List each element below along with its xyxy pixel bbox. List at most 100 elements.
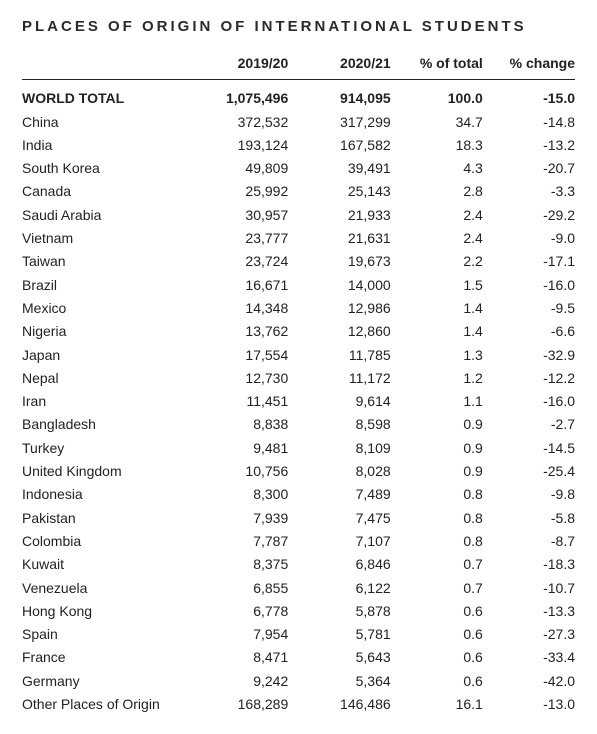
cell-y1: 193,124 <box>186 133 288 156</box>
cell-y1: 10,756 <box>186 460 288 483</box>
cell-chg: -32.9 <box>483 343 575 366</box>
cell-pct: 16.1 <box>391 693 483 716</box>
cell-y2: 9,614 <box>288 390 390 413</box>
cell-y2: 25,143 <box>288 180 390 203</box>
cell-name: Nigeria <box>22 320 186 343</box>
cell-name: Pakistan <box>22 506 186 529</box>
cell-name: Brazil <box>22 273 186 296</box>
table-row: Nigeria13,76212,8601.4-6.6 <box>22 320 575 343</box>
table-row: Venezuela6,8556,1220.7-10.7 <box>22 576 575 599</box>
cell-y2: 11,172 <box>288 366 390 389</box>
cell-y1: 7,954 <box>186 623 288 646</box>
cell-pct: 0.7 <box>391 553 483 576</box>
table-row: Indonesia8,3007,4890.8-9.8 <box>22 483 575 506</box>
cell-name: India <box>22 133 186 156</box>
cell-pct: 2.8 <box>391 180 483 203</box>
cell-name: Japan <box>22 343 186 366</box>
cell-chg: -13.2 <box>483 133 575 156</box>
cell-name: Colombia <box>22 529 186 552</box>
cell-name: Hong Kong <box>22 599 186 622</box>
cell-y1: 25,992 <box>186 180 288 203</box>
cell-chg: -9.8 <box>483 483 575 506</box>
cell-pct: 0.9 <box>391 460 483 483</box>
cell-y1: 16,671 <box>186 273 288 296</box>
cell-name: Germany <box>22 669 186 692</box>
cell-chg: -29.2 <box>483 203 575 226</box>
cell-pct: 1.1 <box>391 390 483 413</box>
cell-y2: 146,486 <box>288 693 390 716</box>
cell-y1: 49,809 <box>186 157 288 180</box>
cell-pct: 0.7 <box>391 576 483 599</box>
page-title: PLACES OF ORIGIN OF INTERNATIONAL STUDEN… <box>22 18 575 35</box>
cell-name: Mexico <box>22 296 186 319</box>
cell-pct: 0.9 <box>391 413 483 436</box>
cell-chg: -13.0 <box>483 693 575 716</box>
cell-pct: 0.9 <box>391 436 483 459</box>
cell-name: Iran <box>22 390 186 413</box>
cell-name: Taiwan <box>22 250 186 273</box>
cell-name: Nepal <box>22 366 186 389</box>
table-row: Hong Kong6,7785,8780.6-13.3 <box>22 599 575 622</box>
cell-pct: 2.2 <box>391 250 483 273</box>
cell-name: Other Places of Origin <box>22 693 186 716</box>
cell-pct: 0.6 <box>391 669 483 692</box>
cell-chg: -5.8 <box>483 506 575 529</box>
cell-name: Vietnam <box>22 227 186 250</box>
cell-pct: 1.3 <box>391 343 483 366</box>
cell-chg: -17.1 <box>483 250 575 273</box>
cell-pct: 0.6 <box>391 646 483 669</box>
cell-y2: 8,109 <box>288 436 390 459</box>
cell-chg: -42.0 <box>483 669 575 692</box>
cell-y1: 8,838 <box>186 413 288 436</box>
cell-name: Kuwait <box>22 553 186 576</box>
cell-y1: 1,075,496 <box>186 80 288 110</box>
table-row: Japan17,55411,7851.3-32.9 <box>22 343 575 366</box>
cell-y1: 13,762 <box>186 320 288 343</box>
cell-y2: 317,299 <box>288 110 390 133</box>
cell-y1: 30,957 <box>186 203 288 226</box>
table-row: South Korea49,80939,4914.3-20.7 <box>22 157 575 180</box>
cell-y1: 9,242 <box>186 669 288 692</box>
cell-y2: 167,582 <box>288 133 390 156</box>
cell-chg: -20.7 <box>483 157 575 180</box>
cell-chg: -15.0 <box>483 80 575 110</box>
cell-y1: 8,471 <box>186 646 288 669</box>
cell-chg: -14.8 <box>483 110 575 133</box>
table-row: Taiwan23,72419,6732.2-17.1 <box>22 250 575 273</box>
cell-y2: 6,122 <box>288 576 390 599</box>
cell-y2: 21,933 <box>288 203 390 226</box>
cell-name: WORLD TOTAL <box>22 80 186 110</box>
cell-pct: 4.3 <box>391 157 483 180</box>
cell-y1: 14,348 <box>186 296 288 319</box>
table-row: Colombia7,7877,1070.8-8.7 <box>22 529 575 552</box>
col-header-name <box>22 49 186 80</box>
cell-y2: 5,878 <box>288 599 390 622</box>
cell-y2: 914,095 <box>288 80 390 110</box>
cell-y2: 11,785 <box>288 343 390 366</box>
table-row: Saudi Arabia30,95721,9332.4-29.2 <box>22 203 575 226</box>
cell-y1: 17,554 <box>186 343 288 366</box>
cell-pct: 2.4 <box>391 227 483 250</box>
origins-table: 2019/20 2020/21 % of total % change WORL… <box>22 49 575 716</box>
cell-y2: 5,781 <box>288 623 390 646</box>
cell-y2: 12,860 <box>288 320 390 343</box>
cell-pct: 1.4 <box>391 320 483 343</box>
cell-y1: 7,787 <box>186 529 288 552</box>
cell-chg: -33.4 <box>483 646 575 669</box>
col-header-2020-21: 2020/21 <box>288 49 390 80</box>
cell-pct: 1.5 <box>391 273 483 296</box>
table-row: China372,532317,29934.7-14.8 <box>22 110 575 133</box>
cell-y2: 7,489 <box>288 483 390 506</box>
cell-chg: -18.3 <box>483 553 575 576</box>
cell-y2: 5,643 <box>288 646 390 669</box>
cell-chg: -6.6 <box>483 320 575 343</box>
col-header-2019-20: 2019/20 <box>186 49 288 80</box>
cell-chg: -2.7 <box>483 413 575 436</box>
cell-chg: -13.3 <box>483 599 575 622</box>
table-row: Germany9,2425,3640.6-42.0 <box>22 669 575 692</box>
cell-y2: 39,491 <box>288 157 390 180</box>
cell-name: Turkey <box>22 436 186 459</box>
cell-name: France <box>22 646 186 669</box>
table-row: Pakistan7,9397,4750.8-5.8 <box>22 506 575 529</box>
cell-name: Indonesia <box>22 483 186 506</box>
